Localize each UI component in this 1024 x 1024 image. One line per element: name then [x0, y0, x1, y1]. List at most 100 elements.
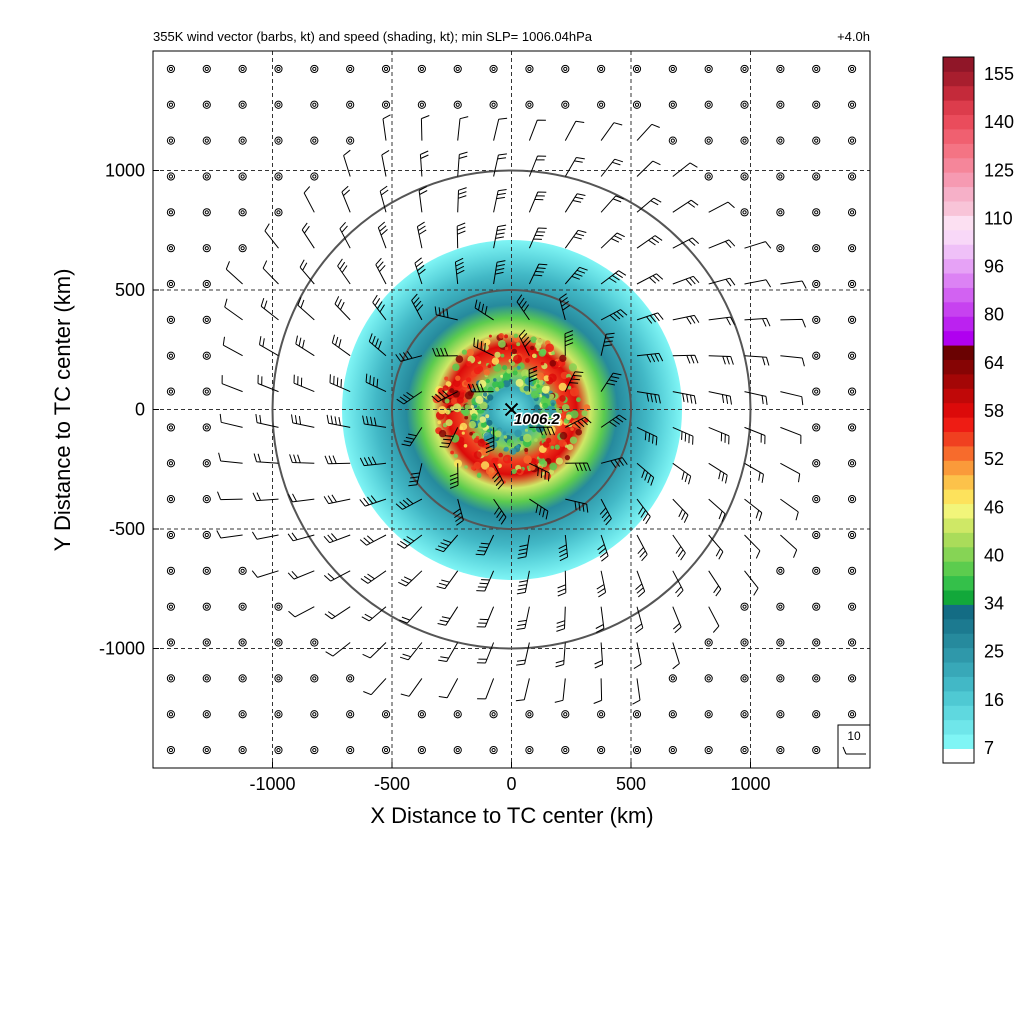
calm-wind-marker: [847, 172, 857, 181]
colorbar-swatch: [943, 561, 974, 577]
wind-speed-speckle: [463, 444, 468, 448]
wind-barb: [636, 426, 658, 446]
calm-wind-marker: [776, 674, 785, 683]
wind-barb: [780, 462, 801, 483]
wind-speed-speckle: [569, 387, 579, 397]
calm-wind-marker: [812, 136, 821, 145]
wind-speed-speckle: [532, 428, 536, 433]
x-tick-label: 1000: [730, 774, 770, 794]
calm-wind-marker: [668, 710, 677, 719]
wind-speed-speckle: [513, 333, 519, 338]
calm-wind-marker: [489, 100, 498, 109]
calm-wind-marker: [847, 100, 857, 109]
colorbar-swatch: [943, 719, 974, 735]
calm-wind-marker: [346, 745, 355, 755]
colorbar-swatch: [943, 460, 974, 476]
wind-barb: [221, 375, 243, 393]
wind-barb: [224, 298, 243, 321]
wind-speed-speckle: [481, 421, 488, 427]
calm-wind-marker: [453, 64, 462, 74]
wind-speed-speckle: [497, 381, 505, 389]
calm-wind-marker: [597, 64, 606, 74]
colorbar-label: 52: [984, 449, 1004, 469]
wind-barb: [515, 678, 530, 702]
wind-speed-speckle: [485, 378, 490, 384]
wind-speed-speckle: [442, 385, 449, 391]
wind-speed-speckle: [542, 441, 550, 448]
calm-wind-marker: [597, 100, 606, 109]
wind-speed-speckle: [491, 457, 498, 465]
calm-wind-marker: [812, 315, 821, 324]
calm-wind-marker: [740, 208, 749, 217]
wind-barb: [744, 279, 772, 288]
wind-speed-speckle: [487, 364, 492, 368]
calm-wind-marker: [847, 279, 857, 289]
wind-speed-speckle: [530, 345, 535, 351]
wind-speed-speckle: [559, 354, 567, 362]
wind-barb: [493, 117, 508, 141]
wind-barb: [474, 299, 494, 321]
wind-speed-speckle: [498, 340, 506, 348]
wind-speed-speckle: [468, 420, 477, 429]
chart-time-label: +4.0h: [837, 29, 870, 44]
wind-speed-speckle: [555, 457, 564, 465]
colorbar-swatch: [943, 157, 974, 173]
wind-speed-speckle: [469, 431, 473, 436]
calm-wind-marker: [310, 638, 319, 647]
wind-speed-speckle: [549, 462, 558, 471]
colorbar-swatch: [943, 489, 974, 505]
wind-barb: [360, 570, 387, 584]
wind-barb: [432, 347, 458, 357]
wind-barb: [331, 334, 351, 357]
wind-speed-speckle: [534, 438, 538, 442]
colorbar-swatch: [943, 244, 974, 260]
wind-speed-speckle: [535, 338, 543, 346]
wind-speed-speckle: [480, 461, 490, 470]
wind-speed-speckle: [452, 390, 461, 398]
calm-wind-marker: [166, 208, 176, 217]
wind-speed-speckle: [482, 449, 489, 456]
wind-barb: [324, 455, 351, 465]
calm-wind-marker: [812, 638, 821, 647]
wind-barb: [323, 494, 351, 505]
calm-wind-marker: [812, 172, 821, 181]
wind-barb: [395, 497, 423, 510]
wind-barb: [476, 642, 495, 664]
wind-speed-speckle: [474, 356, 481, 363]
wind-speed-speckle: [543, 375, 550, 382]
calm-wind-marker: [238, 674, 247, 683]
wind-speed-speckle: [513, 354, 522, 364]
wind-speed-speckle: [567, 385, 572, 390]
colorbar-swatch: [943, 676, 974, 692]
wind-barb: [377, 221, 388, 249]
wind-speed-speckle: [483, 344, 489, 351]
wind-speed-speckle: [539, 412, 547, 419]
colorbar-swatch: [943, 518, 974, 533]
calm-wind-marker: [238, 64, 247, 74]
colorbar-swatch: [943, 503, 974, 519]
wind-speed-speckle: [461, 349, 467, 355]
wind-speed-speckle: [552, 440, 556, 445]
wind-speed-speckle: [461, 431, 465, 435]
wind-barb: [301, 222, 315, 249]
calm-wind-marker: [847, 566, 857, 575]
wind-barb: [708, 391, 732, 405]
wind-barb: [408, 463, 423, 487]
wind-barb: [375, 257, 387, 285]
wind-barb: [635, 570, 646, 598]
wind-barb: [672, 534, 686, 561]
wind-speed-speckle: [445, 381, 452, 387]
wind-barb: [400, 678, 423, 697]
wind-speed-speckle: [466, 377, 472, 383]
wind-barb: [558, 534, 569, 562]
wind-speed-speckle: [516, 468, 522, 474]
wind-barb: [632, 678, 641, 705]
wind-barb: [437, 606, 459, 626]
calm-wind-marker: [847, 638, 857, 647]
wind-barb: [528, 263, 548, 285]
calm-wind-marker: [812, 566, 821, 575]
wind-barb: [600, 372, 622, 392]
wind-barb: [291, 414, 315, 428]
wind-barb: [325, 642, 351, 657]
wind-barb: [708, 570, 722, 597]
